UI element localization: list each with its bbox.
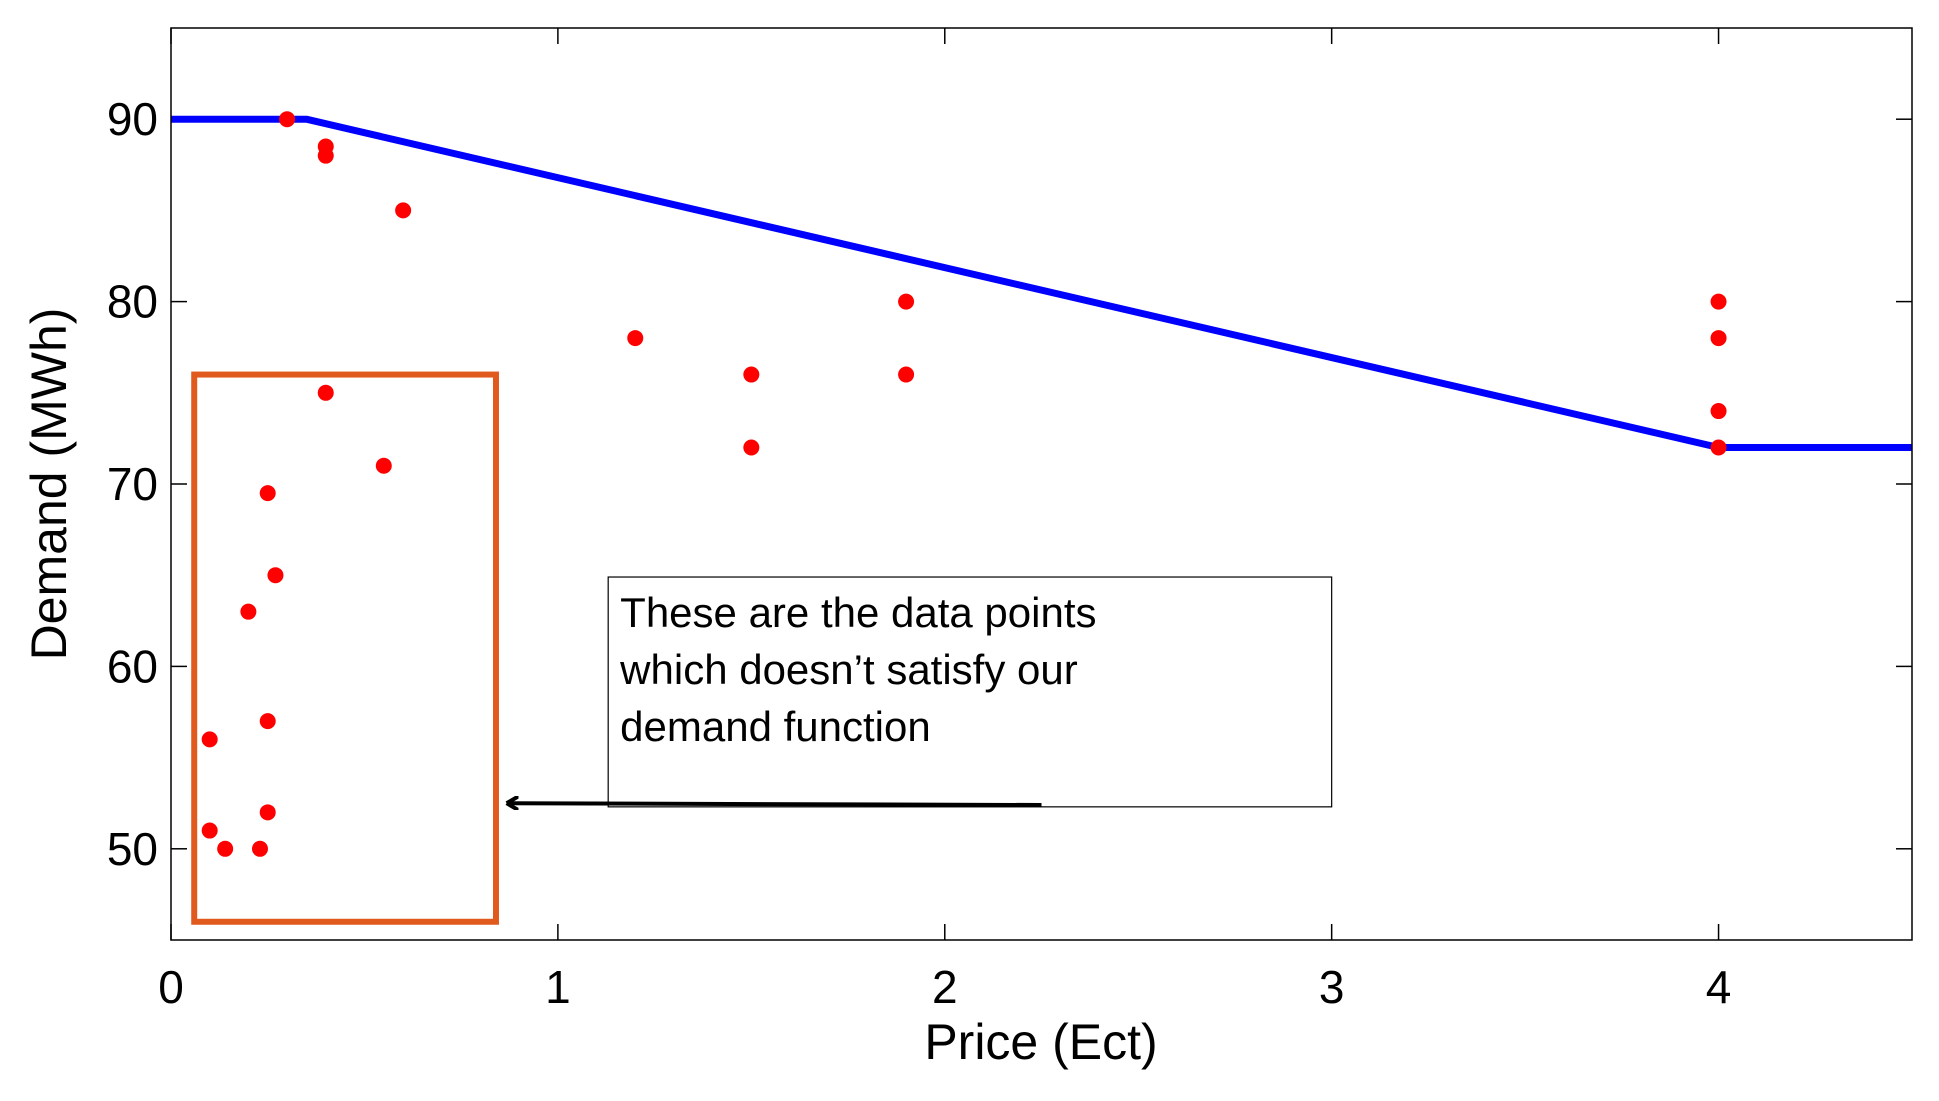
data-point (201, 822, 218, 839)
y-axis-title: Demand (MWh) (21, 308, 77, 661)
data-point (267, 567, 284, 584)
x-tick-label: 1 (545, 961, 571, 1013)
highlight-region (191, 371, 499, 925)
data-point (240, 603, 257, 620)
annotation-text-line: These are the data points (620, 589, 1096, 636)
data-point (259, 713, 276, 730)
demand-function-line (171, 115, 1912, 452)
data-point (317, 384, 334, 401)
demand-function-path (171, 115, 1912, 452)
data-point (627, 330, 644, 347)
y-tick-label: 80 (107, 276, 158, 328)
data-point (259, 804, 276, 821)
annotation-text-line: which doesn’t satisfy our (619, 646, 1078, 693)
data-point (375, 457, 392, 474)
data-point (201, 731, 218, 748)
x-tick-label: 3 (1319, 961, 1345, 1013)
data-point (898, 293, 915, 310)
x-tick-label: 0 (158, 961, 184, 1013)
data-points (201, 111, 1727, 857)
annotation-text-line: demand function (620, 703, 931, 750)
x-tick-label: 4 (1706, 961, 1732, 1013)
data-point (217, 840, 234, 857)
data-point (898, 366, 915, 383)
data-point (279, 111, 296, 128)
plot-frame (170, 27, 1913, 941)
annotation: These are the data points which doesn’t s… (508, 576, 1333, 808)
y-axis-ticks: 50 60 70 80 90 (107, 93, 1912, 875)
data-point (1710, 293, 1727, 310)
annotation-arrow (508, 803, 1042, 805)
data-point (743, 439, 760, 456)
data-point (743, 366, 760, 383)
y-tick-label: 60 (107, 640, 158, 692)
data-point (395, 202, 412, 219)
data-point (1710, 439, 1727, 456)
annotation-box (607, 576, 1333, 808)
highlight-box (191, 371, 499, 925)
x-axis-title: Price (Ect) (924, 1014, 1157, 1070)
data-point (1710, 403, 1727, 420)
x-tick-label: 2 (932, 961, 958, 1013)
y-tick-label: 70 (107, 458, 158, 510)
x-axis-ticks: 0 1 2 3 4 (158, 28, 1731, 1013)
data-point (1710, 330, 1727, 347)
y-tick-label: 90 (107, 93, 158, 145)
data-point (259, 485, 276, 502)
y-tick-label: 50 (107, 823, 158, 875)
data-point (317, 147, 334, 164)
data-point (251, 840, 268, 857)
